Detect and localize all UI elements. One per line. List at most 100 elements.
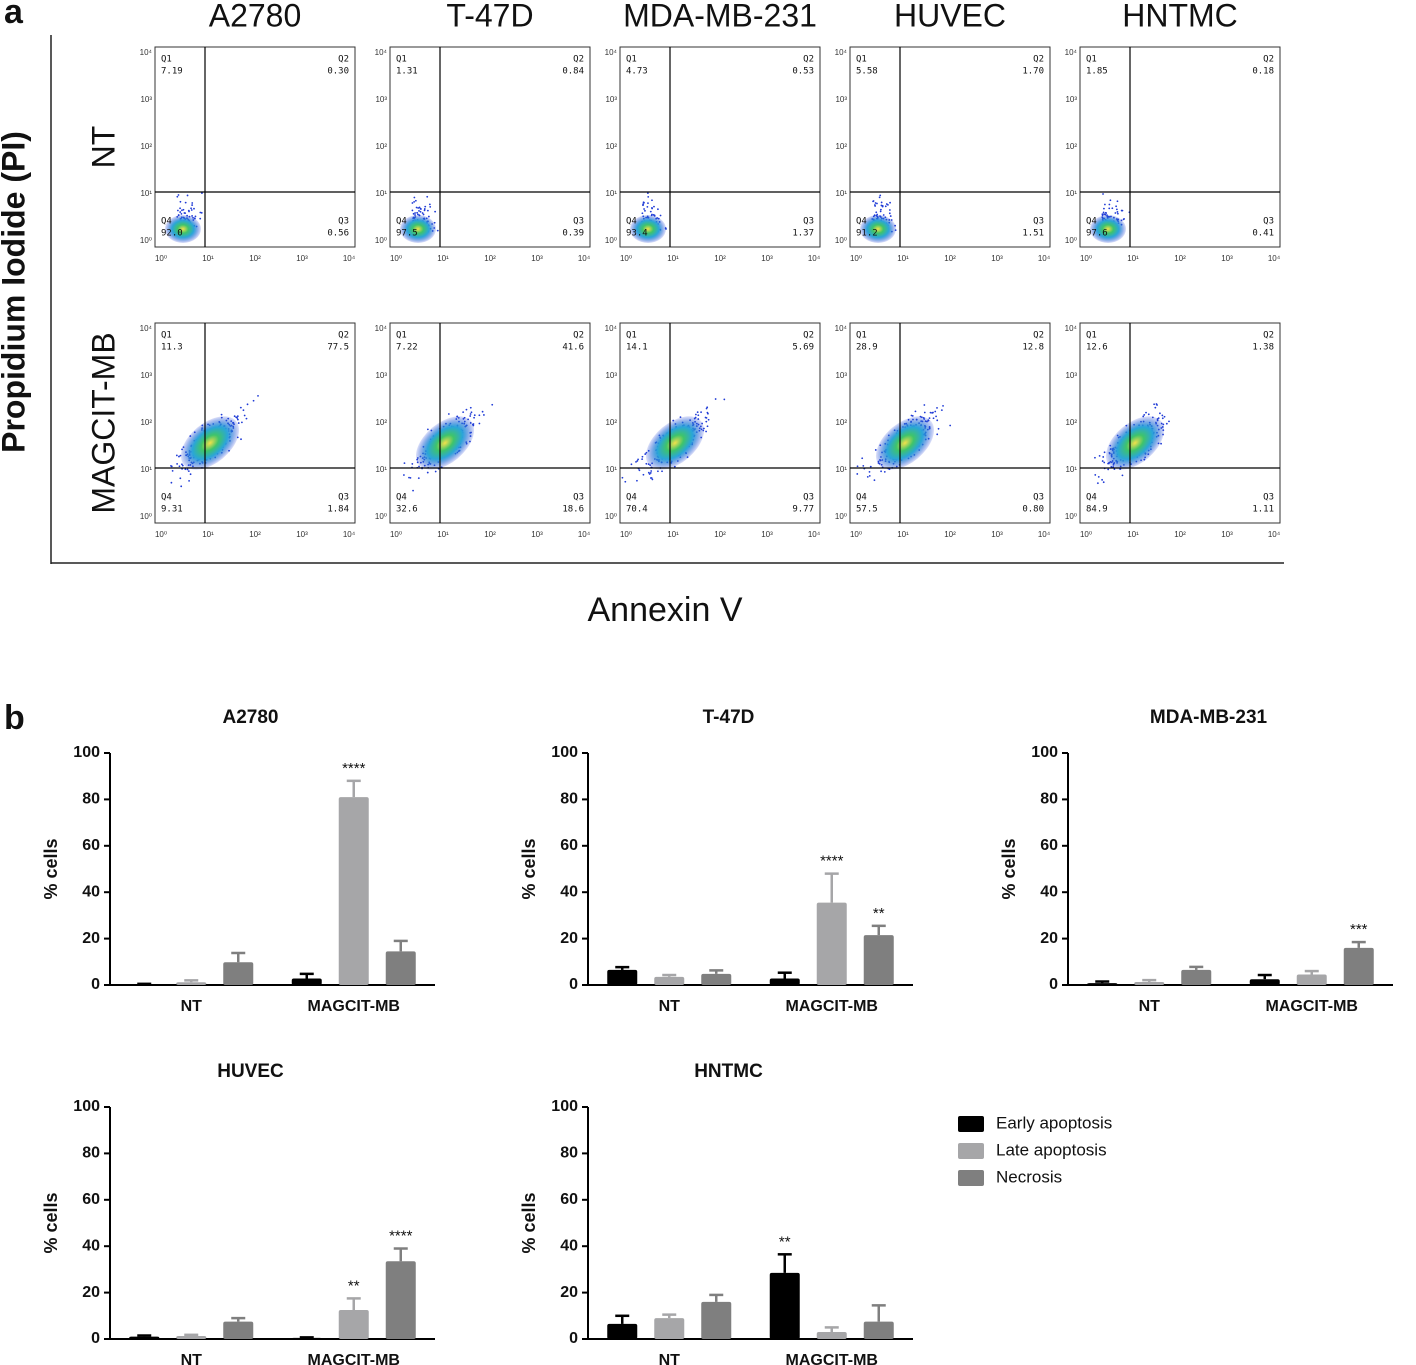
quadrant-value: 0.53 — [792, 67, 814, 77]
y-tick-label: 80 — [82, 1145, 100, 1162]
x-tick-label: 10³ — [1221, 254, 1233, 263]
y-tick-label: 10³ — [140, 95, 152, 104]
quadrant-name: Q1 — [396, 331, 407, 341]
event-dot — [882, 214, 885, 216]
event-dot — [1168, 420, 1170, 423]
event-dot — [447, 413, 450, 415]
event-dot — [1102, 481, 1105, 484]
event-dot — [184, 212, 187, 215]
x-tick-label: MAGCIT-MB — [308, 998, 400, 1015]
event-dot — [1115, 205, 1118, 208]
y-tick-label: 10¹ — [605, 189, 617, 198]
x-tick-label: NT — [181, 998, 203, 1015]
event-dot — [647, 471, 650, 474]
event-dot — [1104, 203, 1106, 206]
event-dot — [181, 464, 184, 467]
event-dot — [1109, 199, 1112, 202]
y-tick-label: 10⁴ — [605, 48, 618, 57]
plot-frame — [154, 46, 356, 248]
density-blob — [1105, 416, 1165, 470]
event-dot — [856, 465, 859, 468]
event-dot — [881, 204, 884, 207]
event-dot — [936, 433, 939, 436]
event-dot — [180, 463, 183, 466]
y-tick-label: 10² — [605, 142, 617, 151]
event-dot — [940, 409, 943, 412]
y-tick-label: 10⁴ — [1065, 324, 1078, 333]
quadrant-name: Q4 — [626, 217, 637, 227]
quadrant-name: Q4 — [396, 217, 407, 227]
event-dot — [636, 460, 639, 462]
event-dot — [643, 208, 645, 210]
event-dot — [434, 210, 437, 213]
event-dot — [1121, 474, 1124, 477]
y-tick-label: 10¹ — [140, 465, 152, 474]
x-tick-label: MAGCIT-MB — [786, 998, 878, 1015]
event-dot — [469, 415, 472, 417]
quadrant-name: Q4 — [161, 217, 172, 227]
bar — [385, 1261, 416, 1339]
event-dot — [242, 409, 245, 412]
event-dot — [469, 413, 472, 415]
event-dot — [436, 229, 439, 232]
density-blob — [165, 215, 201, 243]
x-tick-label: 10³ — [531, 530, 543, 539]
event-dot — [641, 212, 644, 215]
x-tick-label: 10² — [944, 254, 956, 263]
chart-title: HUVEC — [217, 1061, 284, 1082]
event-dot — [862, 464, 865, 467]
quadrant-name: Q2 — [1033, 55, 1044, 65]
event-dot — [426, 428, 429, 431]
x-tick-label: 10⁰ — [155, 254, 167, 263]
x-tick-label: NT — [659, 1352, 681, 1365]
quadrant-name: Q3 — [1263, 217, 1274, 227]
event-dot — [426, 209, 429, 212]
event-dot — [1156, 404, 1158, 406]
significance-label: **** — [389, 1227, 413, 1244]
event-dot — [705, 430, 707, 433]
x-tick-label: 10⁰ — [850, 530, 862, 539]
y-tick-label: 10⁰ — [1065, 236, 1077, 245]
event-dot — [184, 201, 187, 204]
event-dot — [636, 479, 638, 482]
event-dot — [418, 209, 420, 212]
density-blob — [630, 215, 666, 243]
y-tick-label: 10² — [140, 142, 152, 151]
y-tick-label: 20 — [82, 930, 100, 947]
y-tick-label: 100 — [551, 1098, 578, 1115]
event-dot — [635, 460, 637, 463]
y-tick-label: 10⁴ — [140, 324, 153, 333]
event-dot — [177, 194, 180, 196]
density-blob — [645, 416, 705, 470]
event-dot — [1163, 415, 1166, 418]
bar — [1249, 979, 1280, 985]
event-dot — [949, 424, 952, 427]
event-dot — [659, 214, 662, 217]
quadrant-name: Q2 — [1033, 331, 1044, 341]
event-dot — [201, 192, 203, 194]
event-dot — [889, 201, 891, 204]
quadrant-name: Q2 — [573, 55, 584, 65]
density-blob — [1090, 215, 1126, 243]
event-dot — [873, 479, 876, 482]
y-tick-label: 0 — [91, 976, 100, 993]
bar — [176, 1335, 207, 1339]
event-dot — [869, 465, 872, 468]
y-tick-label: 60 — [560, 837, 578, 854]
event-dot — [934, 410, 937, 413]
x-tick-label: 10⁴ — [1038, 254, 1051, 263]
x-tick-label: 10³ — [991, 254, 1003, 263]
quadrant-value: 1.11 — [1252, 505, 1274, 515]
event-dot — [642, 473, 645, 476]
x-tick-label: MAGCIT-MB — [786, 1352, 878, 1365]
x-tick-label: 10² — [944, 530, 956, 539]
quadrant-name: Q4 — [1086, 217, 1097, 227]
event-dot — [879, 194, 882, 197]
x-tick-label: 10⁰ — [620, 254, 632, 263]
plot-frame — [154, 322, 356, 524]
panel-label: b — [4, 699, 25, 737]
event-dot — [412, 212, 415, 215]
quadrant-value: 92.0 — [161, 229, 183, 239]
quadrant-name: Q3 — [573, 217, 584, 227]
event-dot — [1159, 412, 1161, 415]
